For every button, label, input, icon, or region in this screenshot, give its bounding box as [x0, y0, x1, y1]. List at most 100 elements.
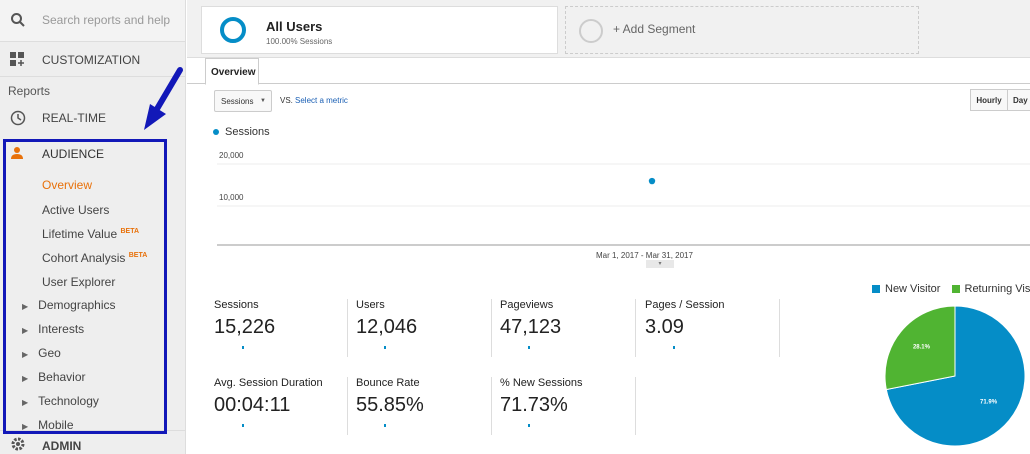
sidebar: Search reports and help CUSTOMIZATION Re… — [0, 0, 186, 454]
legend-label: Sessions — [225, 126, 270, 138]
search-input[interactable]: Search reports and help — [42, 13, 171, 27]
stat-name: Bounce Rate — [356, 377, 420, 389]
sparkline — [528, 346, 530, 349]
sessions-line-chart: 10,000 20,000 — [217, 151, 1030, 246]
expand-triangle-icon: ▶ — [22, 374, 29, 383]
divider — [779, 299, 780, 357]
stat-value: 55.85% — [356, 394, 424, 416]
annotation-arrow-icon — [144, 67, 183, 130]
sidebar-item-active-users[interactable]: Active Users — [42, 203, 110, 217]
pie-slice-label: 71.9% — [980, 400, 998, 406]
metric-dropdown-value: Sessions — [221, 97, 254, 106]
stat-new-sessions[interactable]: % New Sessions 71.73% — [500, 377, 640, 427]
tab-overview[interactable]: Overview — [205, 58, 259, 85]
select-metric-link[interactable]: Select a metric — [295, 96, 348, 105]
sidebar-item-behavior[interactable]: ▶ Behavior — [22, 370, 86, 384]
stat-value: 47,123 — [500, 316, 562, 338]
sidebar-item-label: Lifetime Value — [42, 227, 118, 241]
stat-value: 00:04:11 — [214, 394, 291, 416]
date-range-label: Mar 1, 2017 - Mar 31, 2017 — [596, 251, 693, 260]
beta-badge: BETA — [128, 252, 148, 259]
sidebar-item-customization[interactable]: CUSTOMIZATION — [0, 43, 185, 77]
sidebar-item-label: Cohort Analysis — [42, 251, 126, 265]
stat-name: Avg. Session Duration — [214, 377, 323, 389]
sparkline — [384, 424, 386, 427]
sparkline — [673, 346, 675, 349]
chart-legend: Sessions — [213, 126, 270, 138]
pie-slice — [885, 305, 1026, 447]
sidebar-item-realtime[interactable]: REAL-TIME — [0, 101, 185, 135]
sidebar-item-label: Geo — [38, 346, 61, 360]
sidebar-item-label: AUDIENCE — [42, 147, 105, 161]
sidebar-item-label: REAL-TIME — [42, 111, 107, 125]
day-button[interactable]: Day — [1007, 89, 1030, 111]
sidebar-item-interests[interactable]: ▶ Interests — [22, 322, 84, 336]
segment-ring-icon — [220, 17, 246, 43]
gear-icon — [10, 436, 26, 454]
sidebar-item-label: CUSTOMIZATION — [42, 53, 141, 67]
segment-all-users[interactable]: All Users 100.00% Sessions — [201, 6, 558, 54]
main-panel: All Users 100.00% Sessions + Add Segment… — [187, 0, 1030, 454]
sidebar-item-audience[interactable]: AUDIENCE — [0, 137, 185, 171]
expand-triangle-icon: ▶ — [22, 326, 29, 335]
legend-dot-icon — [213, 129, 219, 136]
stat-value: 3.09 — [645, 316, 684, 338]
stat-pages-per-session[interactable]: Pages / Session 3.09 — [645, 299, 785, 349]
sidebar-item-cohort-analysis[interactable]: Cohort Analysis BETA — [42, 251, 147, 265]
beta-badge: BETA — [120, 228, 140, 235]
legend-returning-visitor: Returning Visitor — [964, 283, 1030, 295]
pie-slice-label: 28.1% — [913, 344, 931, 350]
divider — [635, 299, 636, 357]
sidebar-search[interactable]: Search reports and help — [0, 0, 185, 42]
stat-name: % New Sessions — [500, 377, 583, 389]
pie-slice — [884, 305, 956, 391]
add-segment-label: + Add Segment — [613, 22, 696, 36]
legend-swatch — [872, 285, 880, 294]
legend-new-visitor: New Visitor — [885, 283, 941, 295]
stat-name: Users — [356, 299, 385, 311]
hourly-button[interactable]: Hourly — [970, 89, 1008, 111]
expand-triangle-icon: ▶ — [22, 422, 29, 431]
stat-value: 12,046 — [356, 316, 418, 338]
segment-bar: All Users 100.00% Sessions + Add Segment — [187, 0, 1030, 58]
stat-name: Sessions — [214, 299, 259, 311]
sidebar-item-user-explorer[interactable]: User Explorer — [42, 275, 116, 289]
person-icon — [10, 146, 24, 165]
stat-pageviews[interactable]: Pageviews 47,123 — [500, 299, 640, 349]
add-segment-button[interactable]: + Add Segment — [565, 6, 919, 54]
stat-name: Pages / Session — [645, 299, 725, 311]
date-slider-handle[interactable]: ▾ — [646, 260, 674, 268]
stat-users[interactable]: Users 12,046 — [356, 299, 496, 349]
caret-down-icon: ▼ — [260, 98, 266, 104]
vs-label: VS. — [280, 96, 293, 105]
expand-triangle-icon: ▶ — [22, 398, 29, 407]
sidebar-item-lifetime-value[interactable]: Lifetime Value BETA — [42, 227, 139, 241]
sparkline — [242, 346, 244, 349]
empty-ring-icon — [579, 19, 603, 43]
segment-subtitle: 100.00% Sessions — [266, 37, 333, 46]
sidebar-item-technology[interactable]: ▶ Technology — [22, 394, 99, 408]
expand-triangle-icon: ▶ — [22, 302, 29, 311]
sidebar-item-admin[interactable]: ADMIN — [0, 430, 185, 454]
metric-dropdown[interactable]: Sessions ▼ — [214, 90, 272, 112]
divider — [491, 377, 492, 435]
stat-sessions[interactable]: Sessions 15,226 — [214, 299, 354, 349]
sidebar-item-label: Mobile — [38, 418, 74, 432]
sidebar-item-label: Technology — [38, 394, 99, 408]
sidebar-item-overview[interactable]: Overview — [42, 178, 93, 192]
sidebar-item-mobile[interactable]: ▶ Mobile — [22, 418, 74, 432]
customization-icon — [10, 52, 28, 73]
divider — [347, 299, 348, 357]
reports-header: Reports — [8, 84, 51, 98]
visitor-pie-chart: 71.9% 28.1% — [884, 305, 1026, 447]
tab-bar: Overview — [187, 58, 1030, 85]
legend-swatch — [951, 285, 960, 294]
sidebar-item-demographics[interactable]: ▶ Demographics — [22, 298, 116, 312]
sidebar-item-geo[interactable]: ▶ Geo — [22, 346, 61, 360]
divider — [491, 299, 492, 357]
search-icon — [10, 12, 26, 33]
stat-avg-session-duration[interactable]: Avg. Session Duration 00:04:11 — [214, 377, 354, 427]
sidebar-item-label: Demographics — [38, 298, 116, 312]
stat-bounce-rate[interactable]: Bounce Rate 55.85% — [356, 377, 496, 427]
